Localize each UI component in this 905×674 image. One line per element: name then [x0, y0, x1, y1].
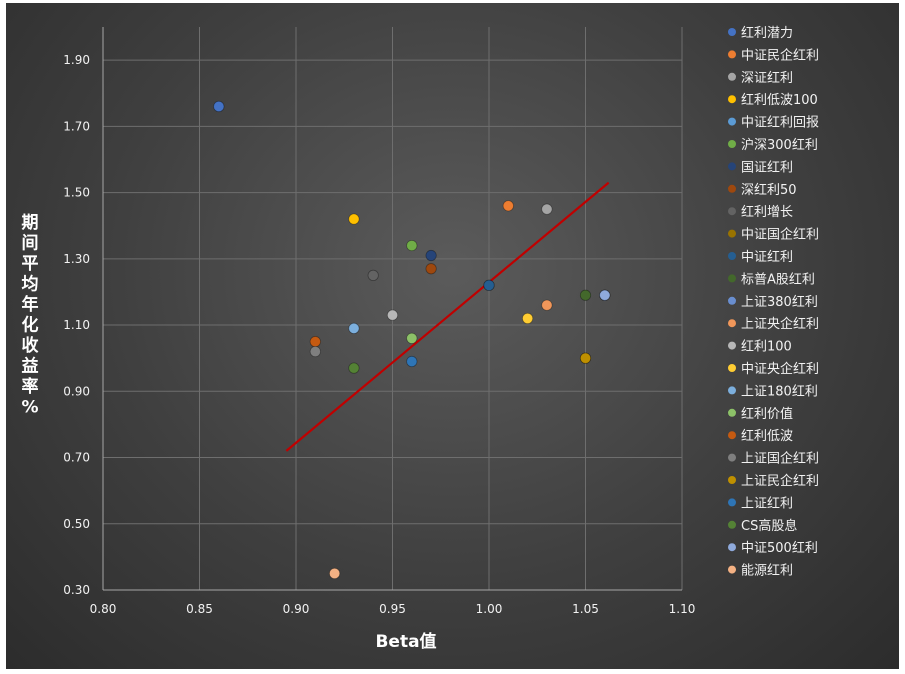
x-tick-label: 1.00	[476, 602, 503, 616]
x-tick-label: 1.10	[669, 602, 696, 616]
data-point	[541, 203, 553, 215]
data-point	[328, 567, 341, 580]
legend-marker	[728, 476, 736, 484]
legend-marker	[728, 408, 736, 417]
y-tick-label: 0.50	[63, 517, 90, 531]
data-point	[213, 100, 225, 113]
data-point	[521, 312, 534, 325]
legend-marker	[728, 431, 736, 440]
legend-marker	[728, 229, 736, 238]
legend-label: 中证红利	[741, 249, 793, 265]
x-axis-title: Beta值	[375, 631, 436, 652]
legend-label: 红利增长	[741, 204, 793, 220]
y-tick-label: 1.50	[63, 186, 90, 200]
data-point	[406, 239, 418, 252]
y-tick-label: 1.90	[63, 53, 90, 67]
data-point	[425, 249, 437, 262]
legend-marker	[728, 565, 736, 574]
legend-label: 能源红利	[741, 563, 793, 579]
trendline-layer	[285, 181, 610, 452]
legend-marker	[728, 386, 736, 395]
legend-label: 上证国企红利	[741, 451, 819, 467]
data-point	[599, 289, 611, 301]
legend-label: 中证500红利	[741, 540, 818, 556]
scatter-chart: 0.80 0.85 0.90 0.95 1.00 1.05 1.10 0.30 0.50 0.70…	[21, 25, 819, 652]
chart-area: 0.80 0.85 0.90 0.95 1.00 1.05 1.10 0.30 0.50 0.70…	[6, 3, 899, 669]
legend-marker	[728, 28, 736, 36]
y-axis-title: 期间平均年化收益率%	[21, 213, 38, 418]
data-points	[213, 100, 611, 580]
legend-marker	[728, 207, 736, 216]
legend-label: 上证民企红利	[741, 473, 819, 489]
x-tick-label: 0.90	[283, 602, 310, 616]
data-point	[579, 352, 592, 364]
legend-label: 红利100	[741, 339, 792, 355]
legend-marker	[728, 184, 736, 193]
axes: 0.80 0.85 0.90 0.95 1.00 1.05 1.10 0.30 0.50 0.70…	[63, 27, 695, 616]
data-point	[386, 309, 399, 321]
legend-label: 沪深300红利	[741, 137, 818, 153]
legend-marker	[728, 72, 736, 81]
legend-marker	[728, 274, 736, 283]
legend-label: 国证红利	[741, 159, 793, 175]
y-tick-label: 0.30	[63, 583, 90, 597]
legend-label: 上证380红利	[741, 294, 818, 310]
legend-label: 红利低波100	[741, 92, 818, 108]
legend-marker	[728, 520, 736, 529]
x-tick-label: 0.80	[90, 602, 117, 616]
x-tick-label: 1.05	[572, 602, 599, 616]
legend-label: 标普A股红利	[741, 271, 815, 287]
trendline	[285, 181, 610, 452]
legend-marker	[728, 498, 736, 507]
legend-label: 红利低波	[741, 428, 793, 444]
legend-marker	[728, 364, 736, 372]
data-point	[425, 263, 437, 275]
legend-label: 上证180红利	[741, 383, 818, 399]
data-point	[348, 322, 360, 334]
legend-marker	[728, 252, 736, 260]
data-point	[483, 279, 495, 291]
data-point	[406, 355, 418, 368]
x-tick-label: 0.85	[186, 602, 213, 616]
y-tick-label: 1.30	[63, 252, 90, 266]
legend-marker	[728, 50, 736, 59]
legend-marker	[728, 117, 736, 126]
data-point	[541, 299, 553, 311]
y-tick-label: 1.10	[63, 318, 90, 332]
legend-marker	[728, 296, 736, 305]
legend-label: 上证央企红利	[741, 316, 819, 332]
y-tick-label: 1.70	[63, 119, 90, 133]
data-point	[309, 345, 321, 358]
legend-marker	[728, 140, 736, 148]
legend-marker	[728, 162, 736, 171]
legend-marker	[728, 319, 736, 328]
legend-label: 中证民企红利	[741, 47, 819, 63]
gridlines	[102, 27, 683, 591]
legend-marker	[728, 95, 736, 104]
data-point	[406, 332, 418, 344]
legend-label: 中证红利回报	[741, 115, 819, 131]
y-tick-label: 0.90	[63, 384, 90, 398]
data-point	[367, 269, 379, 281]
legend-marker	[728, 341, 736, 350]
legend-label: 深证红利	[741, 70, 793, 86]
data-point	[579, 289, 592, 301]
legend-marker	[728, 543, 736, 552]
x-tick-label: 0.95	[379, 602, 406, 616]
data-point	[348, 362, 360, 374]
legend-label: 上证红利	[741, 495, 793, 511]
legend-label: 深红利50	[741, 182, 797, 198]
data-point	[309, 336, 321, 348]
legend-label: 中证国企红利	[741, 227, 819, 243]
legend-marker	[728, 453, 736, 462]
data-point	[502, 200, 514, 212]
legend-label: 红利潜力	[741, 25, 793, 41]
y-tick-label: 0.70	[63, 451, 90, 465]
data-point	[348, 213, 360, 225]
legend-label: 中证央企红利	[741, 361, 819, 377]
legend-label: 红利价值	[741, 406, 793, 422]
legend-label: CS高股息	[741, 518, 797, 534]
